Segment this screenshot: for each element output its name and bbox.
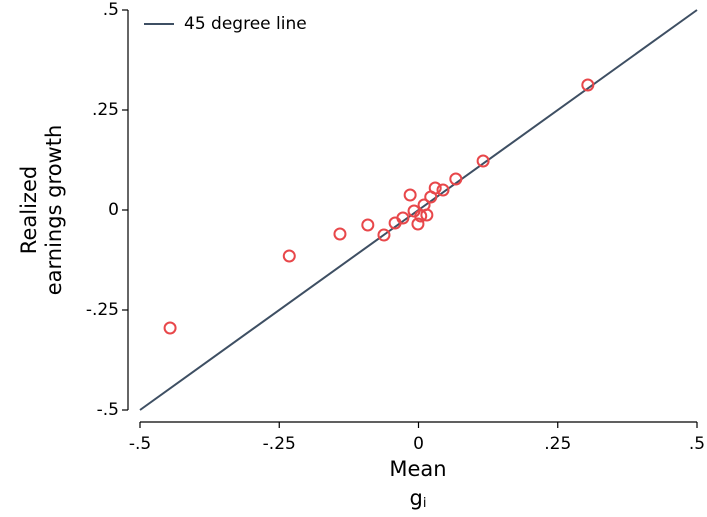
scatter-point — [581, 78, 595, 92]
x-tick-label: .25 — [544, 434, 571, 454]
scatter-point — [403, 188, 417, 202]
scatter-point — [377, 228, 391, 242]
scatter-point — [333, 227, 347, 241]
y-tick-label: -.5 — [97, 400, 119, 420]
scatter-point — [476, 154, 490, 168]
y-axis-label: earnings growth — [42, 125, 66, 296]
x-tick-label: 0 — [413, 434, 424, 454]
y-tick-label: .25 — [92, 100, 119, 120]
x-axis-label: Mean — [389, 457, 446, 481]
scatter-point — [163, 321, 177, 335]
y-tick-label: .5 — [103, 0, 119, 20]
scatter-point — [436, 183, 450, 197]
scatter-point — [449, 172, 463, 186]
legend-label: 45 degree line — [184, 14, 307, 34]
scatter-point — [428, 181, 442, 195]
y-tick-label: -.25 — [86, 300, 119, 320]
scatter-point — [282, 249, 296, 263]
x-tick-label: -.25 — [263, 434, 296, 454]
scatter-point — [420, 208, 434, 222]
x-axis-label: gi — [410, 486, 427, 511]
scatter-point — [361, 218, 375, 232]
y-axis-label: Realized — [17, 166, 41, 254]
x-label-subscript: i — [423, 496, 427, 511]
scatter-point — [411, 217, 425, 231]
y-tick-label: 0 — [108, 200, 119, 220]
x-tick-label: .5 — [689, 434, 705, 454]
x-label-symbol: g — [410, 486, 423, 510]
x-tick-label: -.5 — [129, 434, 151, 454]
scatter-point — [396, 211, 410, 225]
